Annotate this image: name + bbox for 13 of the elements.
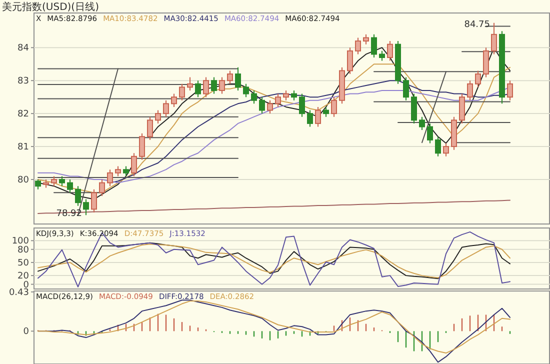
y-tick-label: 81 [18, 142, 29, 153]
y-tick-label: 82 [18, 110, 29, 120]
annotation: 84.75 [464, 20, 490, 30]
y-tick-label: 20 [18, 272, 30, 282]
y-tick-label: 0.43 [8, 288, 29, 298]
y-tick-label: 80 [18, 175, 30, 186]
chart-title: 美元指数(USD)(日线) [2, 1, 100, 13]
y-tick-label: 100 [12, 236, 30, 247]
y-tick-label: 83 [18, 76, 29, 87]
y-tick-label: 50 [18, 258, 30, 268]
y-tick-label: 80 [18, 245, 30, 256]
y-tick-label: 0 [23, 327, 30, 338]
y-tick-label: 84 [18, 44, 30, 54]
